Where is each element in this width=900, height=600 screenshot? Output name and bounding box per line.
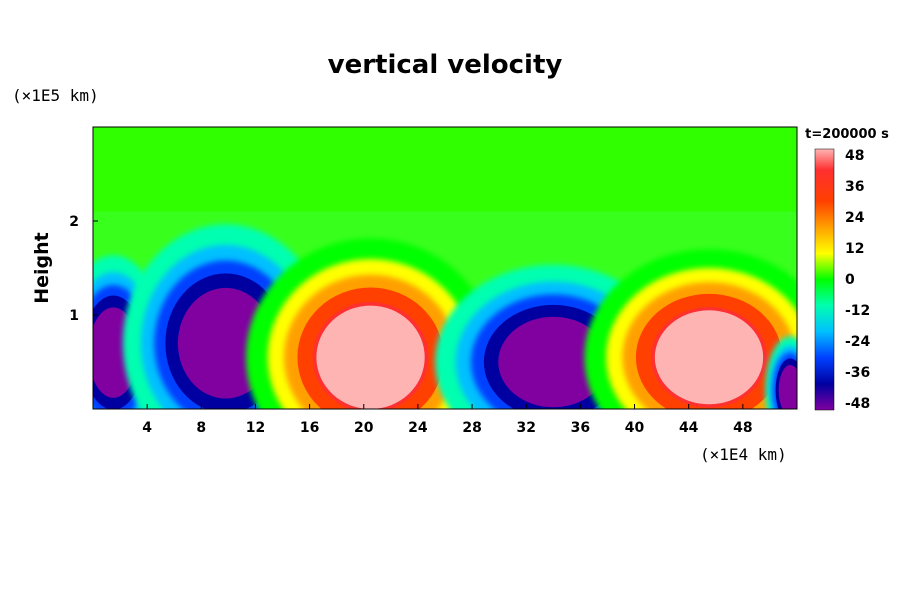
x-tick-label: 20 (354, 420, 374, 436)
updraft-cell-3 (246, 238, 496, 409)
y-tick-label: 1 (69, 308, 79, 324)
x-tick-label: 44 (679, 420, 699, 436)
x-axis-ticks: 4 8 12 16 20 24 28 32 36 40 44 48 (142, 404, 753, 436)
x-tick-label: 4 (142, 420, 152, 436)
x-tick-label: 8 (196, 420, 206, 436)
y-axis-ticks: 12 (69, 214, 98, 324)
y-axis-label: Height (31, 232, 53, 304)
x-tick-label: 16 (300, 420, 319, 436)
x-tick-label: 32 (516, 420, 535, 436)
colorbar-tick-label: -36 (845, 365, 870, 381)
x-tick-label: 24 (408, 420, 428, 436)
contour-level (501, 319, 605, 405)
updraft-cell-5 (584, 249, 797, 409)
downdraft-cell-6 (765, 336, 797, 409)
contour-level (316, 305, 425, 409)
colorbar-tick-label: -12 (845, 303, 870, 319)
x-tick-label: 40 (625, 420, 645, 436)
colorbar-tick-label: 12 (845, 241, 864, 257)
downdraft-cell-2 (122, 224, 329, 409)
colorbar-tick-label: -48 (845, 396, 870, 412)
colorbar-ticks: 48 36 24 12 0 -12 -24 -36 -48 (845, 148, 871, 412)
colorbar (814, 148, 835, 411)
y-tick-label: 2 (69, 214, 79, 230)
x-tick-label: 48 (733, 420, 752, 436)
colorbar-tick-label: 36 (845, 179, 864, 195)
chart-title: vertical velocity (328, 50, 563, 80)
contour-level (654, 310, 764, 405)
colorbar-tick-label: 0 (845, 272, 855, 288)
x-unit-label: (×1E4 km) (700, 445, 787, 464)
plot-frame (92, 126, 798, 410)
colorbar-tick-label: 48 (845, 148, 864, 164)
heatmap-field (93, 127, 797, 409)
x-tick-label: 12 (246, 420, 265, 436)
time-label: t=200000 s (805, 127, 889, 142)
colorbar-tick-label: -24 (845, 334, 871, 350)
contour-level (779, 366, 797, 409)
y-unit-label: (×1E5 km) (12, 86, 99, 105)
x-tick-label: 28 (462, 420, 481, 436)
colorbar-tick-label: 24 (845, 210, 865, 226)
x-tick-label: 36 (571, 420, 590, 436)
